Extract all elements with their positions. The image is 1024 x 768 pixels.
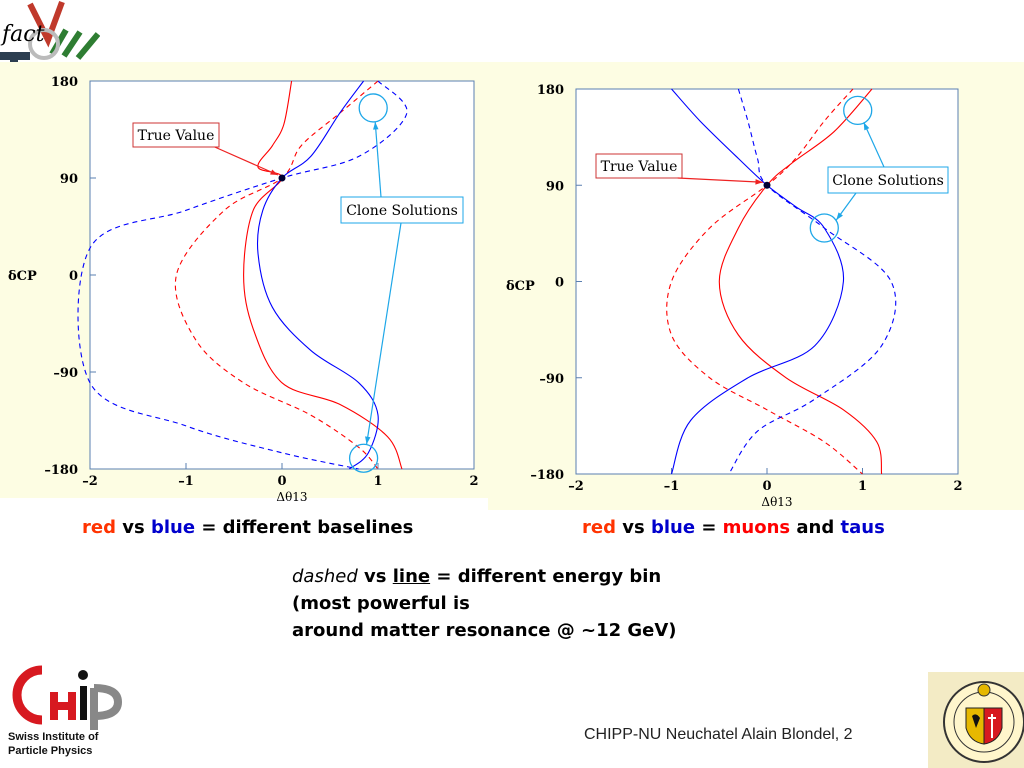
caption-and: and [790, 517, 841, 538]
y-tick-label: 90 [546, 179, 564, 194]
clone-solution-circle [843, 95, 873, 126]
clone-arrow [863, 122, 885, 168]
logo-text: fact [2, 22, 45, 47]
logo-v-icon [0, 0, 100, 66]
x-tick-label: 2 [469, 474, 478, 489]
clone-solutions-box [340, 196, 464, 224]
y-axis-label: δCP [506, 279, 535, 294]
caption-vs: vs [615, 517, 651, 538]
x-tick-label: –2 [82, 474, 98, 489]
clone-arrow-head [836, 212, 843, 221]
series-line-4 [77, 80, 408, 470]
chipp-subtitle: Swiss Institute of Particle Physics [8, 730, 98, 758]
clone-solution-circle [358, 93, 388, 123]
clone-arrow-head [863, 122, 870, 131]
x-tick-label: –1 [178, 474, 194, 489]
true-value-label: True Value [138, 128, 215, 144]
clone-solution-circle [348, 443, 379, 473]
footer-text: CHIPP-NU Neuchatel Alain Blondel, 2 [584, 726, 853, 743]
caption-blue-word: blue [150, 517, 196, 538]
x-tick-label: 2 [953, 479, 962, 494]
clone-arrow [366, 222, 402, 445]
seal-icon [943, 681, 1024, 763]
series-line-1 [718, 88, 883, 475]
note-dashed: dashed [292, 566, 358, 587]
clone-arrow [374, 121, 382, 198]
x-axis-label: Δθ13 [761, 495, 792, 509]
series-line-1 [243, 80, 403, 470]
x-tick-label: –1 [664, 479, 680, 494]
x-tick-label: 1 [858, 479, 867, 494]
y-tick-label: –180 [530, 468, 564, 483]
chipp-sub-line-1: Swiss Institute of [8, 731, 99, 743]
true-value-point [763, 181, 771, 189]
y-tick-label: 90 [60, 172, 78, 187]
caption-eq: = [695, 517, 723, 538]
y-tick-label: –90 [53, 366, 78, 381]
clone-arrow-head [365, 436, 371, 445]
series-line-3 [670, 88, 844, 475]
series-line-3 [256, 80, 379, 470]
true-value-arrow [214, 146, 279, 176]
true-value-point [278, 174, 286, 182]
chipp-mark-icon [12, 665, 123, 730]
series-line-4 [728, 88, 897, 475]
caption-blue-word: blue [650, 517, 696, 538]
clone-solutions-label: Clone Solutions [346, 203, 458, 219]
plot-frame [575, 88, 959, 475]
y-tick-label: 180 [51, 75, 78, 90]
clone-solutions-box [827, 166, 949, 194]
y-axis-label: δCP [8, 269, 37, 284]
x-tick-label: 0 [277, 474, 286, 489]
caption-rest: = different baselines [195, 517, 414, 538]
clone-solution-circle [809, 213, 839, 243]
caption-flavours: red vs blue = muons and taus [582, 517, 885, 538]
note-line-word: line [392, 566, 431, 587]
true-value-arrow-head [755, 179, 763, 185]
x-tick-label: –2 [568, 479, 584, 494]
chipp-logo: Swiss Institute of Particle Physics [6, 662, 136, 762]
caption-muons: muons [722, 517, 791, 538]
caption-baselines: red vs blue = different baselines [82, 517, 413, 538]
note-line-2: (most powerful is [292, 593, 470, 614]
caption-taus: taus [840, 517, 885, 538]
true-value-arrow [677, 177, 764, 183]
note-line-3: around matter resonance @ ~12 GeV) [292, 620, 677, 641]
x-tick-label: 1 [373, 474, 382, 489]
caption-red-word: red [82, 517, 116, 538]
y-tick-label: 0 [555, 276, 564, 291]
true-value-box [595, 153, 683, 179]
y-tick-label: 0 [69, 269, 78, 284]
energy-bin-note: dashed vs line = different energy bin (m… [292, 563, 677, 644]
caption-vs: vs [115, 517, 151, 538]
x-tick-label: 0 [762, 479, 771, 494]
y-tick-label: 180 [537, 83, 564, 98]
geneva-seal [928, 672, 1024, 768]
true-value-arrow-head [270, 169, 278, 175]
clone-solutions-label: Clone Solutions [832, 173, 944, 189]
series-line-2 [174, 80, 379, 470]
y-tick-label: –180 [44, 463, 78, 478]
note-rest: = different energy bin [430, 566, 662, 587]
chipp-sub-line-2: Particle Physics [8, 745, 93, 757]
caption-red-word: red [582, 517, 616, 538]
note-vs: vs [357, 566, 393, 587]
factory-logo: fact [0, 0, 100, 66]
x-axis-label: Δθ13 [276, 490, 307, 504]
true-value-box [132, 122, 220, 148]
true-value-label: True Value [601, 159, 678, 175]
clone-arrow-head [373, 121, 379, 130]
note-line-1: dashed vs line = different energy bin [292, 563, 677, 590]
y-tick-label: –90 [539, 372, 564, 387]
